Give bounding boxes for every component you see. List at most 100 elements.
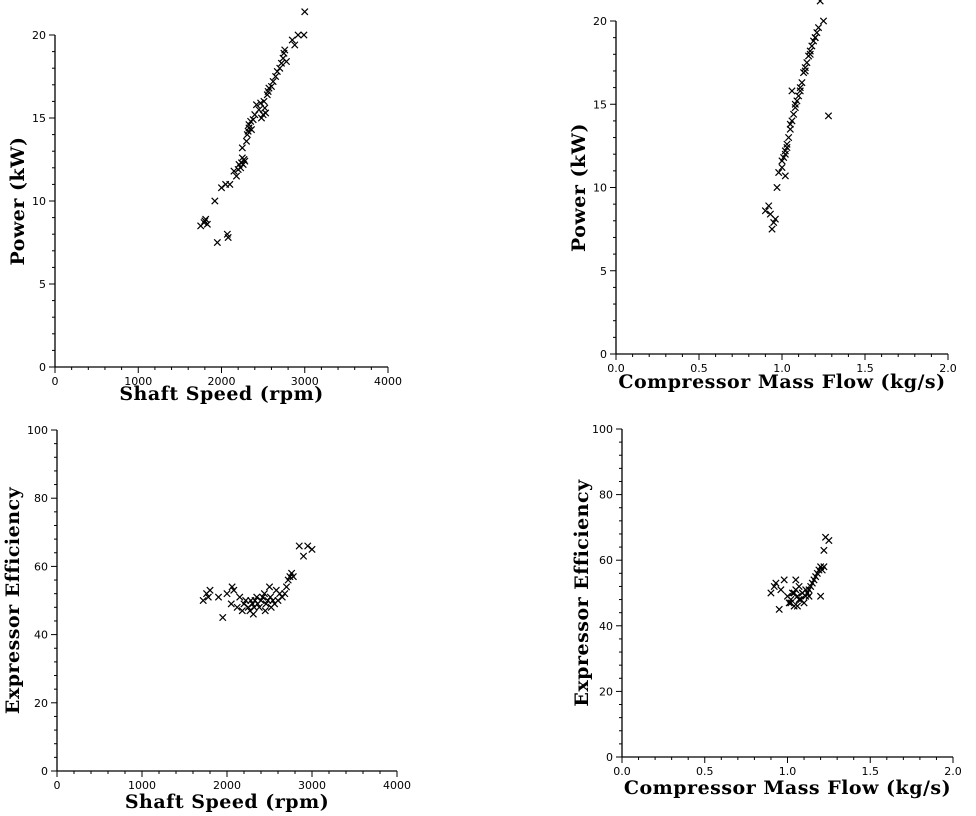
data-point-marker <box>789 110 798 118</box>
data-point-marker <box>276 64 284 72</box>
x-tick-label: 1.5 <box>862 765 880 778</box>
data-point-marker <box>792 576 800 584</box>
y-tick-label: 80 <box>599 489 613 502</box>
y-tick-label: 100 <box>592 423 613 436</box>
x-tick-label: 2000 <box>213 779 241 792</box>
data-point-marker <box>777 586 785 594</box>
data-point-marker <box>294 31 302 39</box>
y-tick-label: 20 <box>593 15 607 28</box>
data-point-marker <box>820 563 828 571</box>
data-point-marker <box>223 590 231 598</box>
data-point-marker <box>785 133 793 142</box>
data-point-marker <box>199 596 207 605</box>
chart-panel-efficiency-vs-massflow: 0.0 0.5 1.0 1.5 2.0 0 20 40 60 80 100 Compressor Ma… <box>571 423 962 799</box>
data-point-marker <box>761 207 770 215</box>
x-axis-title: Shaft Speed (rpm) <box>125 791 329 813</box>
data-point-marker <box>767 589 775 597</box>
data-point-marker <box>281 590 289 598</box>
x-tick-label: 4000 <box>374 375 402 388</box>
data-point-marker <box>252 101 261 109</box>
data-point-marker <box>824 112 833 120</box>
y-tick-label: 5 <box>39 278 46 291</box>
data-point-marker <box>775 168 783 177</box>
data-point-marker <box>814 24 823 32</box>
x-tick-label: 3000 <box>298 779 326 792</box>
y-tick-label: 100 <box>27 424 48 437</box>
x-axis-title: Compressor Mass Flow (kg/s) <box>624 777 951 799</box>
data-point-marker <box>787 595 795 604</box>
data-point-marker <box>269 77 277 86</box>
y-tick-label: 40 <box>599 620 613 633</box>
x-tick-label: 4000 <box>383 779 411 792</box>
data-point-marker <box>289 573 297 581</box>
data-point-marker <box>819 17 828 25</box>
data-point-marker <box>204 593 212 601</box>
data-point-marker <box>301 8 309 16</box>
data-point-marker <box>236 593 244 601</box>
data-point-marker <box>805 592 813 600</box>
data-point-marker <box>783 140 791 148</box>
data-point-marker <box>230 586 238 594</box>
data-point-marker <box>300 31 308 39</box>
data-point-marker <box>230 167 238 175</box>
data-point-marker <box>267 82 276 91</box>
data-point-marker <box>226 180 234 189</box>
y-tick-label: 20 <box>34 697 48 710</box>
data-point-marker <box>786 120 794 128</box>
data-point-marker <box>797 595 805 604</box>
data-point-marker <box>768 225 776 233</box>
data-point-marker <box>281 46 289 54</box>
data-point-marker <box>781 147 789 155</box>
y-tick-label: 15 <box>32 112 46 125</box>
x-tick-label: 0.0 <box>613 765 631 778</box>
y-tick-label: 20 <box>32 29 46 42</box>
data-point-marker <box>802 586 810 594</box>
data-point-marker <box>788 87 796 95</box>
y-tick-label: 0 <box>39 361 46 374</box>
data-point-marker <box>214 593 223 601</box>
x-axis-title: Shaft Speed (rpm) <box>119 383 323 405</box>
data-point-marker <box>794 92 803 100</box>
data-point-marker <box>825 536 833 545</box>
data-point-marker <box>796 87 804 95</box>
y-tick-label: 60 <box>34 560 48 573</box>
data-point-marker <box>816 563 825 571</box>
x-tick-label: 1.5 <box>856 362 874 375</box>
data-point-marker <box>238 144 246 152</box>
chart-panel-power-vs-massflow: 0.0 0.5 1.0 1.5 2.0 0 5 10 15 20 Compressor Mass F… <box>568 0 957 393</box>
y-tick-label: 10 <box>32 195 46 208</box>
data-point-marker <box>261 109 270 117</box>
data-point-marker <box>793 602 802 610</box>
data-point-marker <box>213 238 221 247</box>
x-tick-label: 1.0 <box>773 362 791 375</box>
data-point-marker <box>816 0 824 5</box>
y-tick-label: 20 <box>599 685 613 698</box>
data-point-marker <box>232 172 241 180</box>
data-point-marker <box>787 599 795 607</box>
y-tick-label: 10 <box>593 182 607 195</box>
data-point-marker <box>238 607 246 615</box>
data-point-marker <box>801 67 809 75</box>
data-point-marker <box>780 576 788 584</box>
data-point-marker <box>803 59 811 67</box>
data-point-marker <box>813 29 821 37</box>
data-point-marker <box>211 197 219 205</box>
data-point-marker <box>260 97 268 106</box>
data-point-marker <box>223 230 231 238</box>
data-point-marker <box>241 157 249 165</box>
data-point-marker <box>801 63 809 72</box>
data-point-marker <box>765 202 773 210</box>
x-tick-label: 1000 <box>128 779 156 792</box>
data-point-marker <box>808 42 816 50</box>
data-point-marker <box>265 583 274 591</box>
data-point-marker <box>282 57 291 66</box>
data-point-marker <box>295 542 303 550</box>
x-tick-label: 0 <box>52 375 59 388</box>
data-point-marker <box>261 607 269 615</box>
data-point-marker <box>816 592 825 600</box>
data-point-marker <box>242 137 251 145</box>
x-tick-label: 3000 <box>291 375 319 388</box>
y-tick-label: 80 <box>34 492 48 505</box>
data-point-marker <box>271 72 280 81</box>
